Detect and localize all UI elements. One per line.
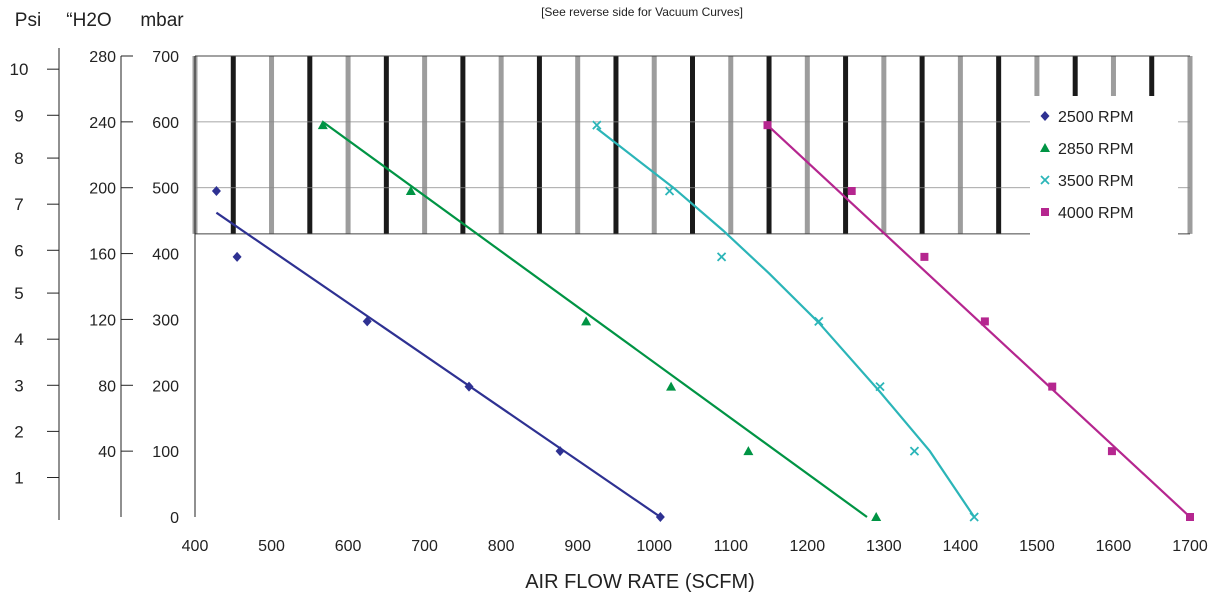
psi-tick-label: 5	[14, 284, 23, 303]
x-tick-label: 900	[564, 538, 591, 555]
mbar-tick-label: 100	[152, 444, 179, 461]
h2o-tick-label: 160	[89, 247, 116, 264]
x-tick-label: 1400	[943, 538, 979, 555]
psi-tick-label: 9	[14, 106, 23, 125]
data-point	[666, 381, 677, 391]
psi-tick-label: 1	[14, 468, 23, 487]
psi-axis-title: Psi	[15, 10, 41, 31]
x-tick-label: 1200	[790, 538, 826, 555]
h2o-tick-label: 40	[98, 444, 116, 461]
mbar-tick-label: 700	[152, 49, 179, 66]
legend: 2500 RPM 2850 RPM 3500 RPM 4000 RPM	[1030, 96, 1178, 242]
mbar-tick-label: 500	[152, 181, 179, 198]
x-tick-label: 1500	[1019, 538, 1055, 555]
data-point	[871, 512, 882, 521]
data-point	[317, 120, 328, 130]
data-point	[555, 446, 565, 457]
reverse-side-note: [See reverse side for Vacuum Curves]	[541, 5, 743, 19]
x-tick-label: 1600	[1096, 538, 1132, 555]
mbar-axis-title: mbar	[140, 10, 184, 31]
data-point	[232, 251, 242, 262]
legend-marker	[1041, 208, 1049, 216]
x-tick-label: 500	[258, 538, 285, 555]
trend-line	[766, 124, 1191, 518]
h2o-tick-label: 80	[98, 378, 116, 395]
data-point	[405, 186, 416, 196]
legend-marker	[1040, 111, 1050, 121]
x-tick-label: 1700	[1172, 538, 1208, 555]
mbar-tick-label: 600	[152, 115, 179, 132]
x-tick-label: 800	[488, 538, 515, 555]
x-stroke	[875, 381, 885, 392]
x-tick-label: 700	[411, 538, 438, 555]
axes: mbar0100200300400500600700“H2O4080120160…	[10, 10, 1208, 555]
mbar-tick-label: 0	[170, 510, 179, 527]
x-tick-label: 600	[335, 538, 362, 555]
data-point	[847, 187, 856, 196]
legend-label: 2850 RPM	[1058, 141, 1134, 158]
legend-label: 4000 RPM	[1058, 205, 1134, 222]
x-stroke	[909, 446, 920, 456]
data-point	[362, 316, 372, 327]
data-points	[211, 120, 1194, 522]
data-point	[655, 512, 665, 522]
data-point	[814, 316, 824, 327]
data-point	[909, 446, 920, 456]
data-point	[980, 317, 989, 326]
psi-tick-label: 8	[14, 149, 23, 168]
data-point	[211, 186, 221, 197]
trend-lines	[215, 121, 1191, 518]
h2o-tick-label: 120	[89, 312, 116, 329]
data-point	[464, 381, 474, 392]
h2o-tick-label: 280	[89, 49, 116, 66]
x-tick-label: 400	[182, 538, 209, 555]
data-point	[1107, 447, 1116, 456]
trend-line	[215, 211, 662, 518]
data-point	[920, 252, 929, 261]
legend-marker	[1040, 175, 1050, 185]
x-stroke	[664, 186, 675, 196]
trend-line	[322, 121, 868, 518]
psi-tick-label: 6	[14, 241, 23, 260]
x-stroke	[814, 316, 824, 327]
data-point	[716, 252, 727, 262]
x-stroke	[1040, 175, 1050, 185]
legend-label: 3500 RPM	[1058, 173, 1134, 190]
psi-tick-label: 2	[14, 422, 23, 441]
data-point	[1048, 382, 1057, 391]
x-tick-label: 1300	[866, 538, 902, 555]
data-point	[875, 381, 885, 392]
data-point	[743, 446, 754, 456]
data-point	[1186, 513, 1194, 521]
data-point	[592, 120, 602, 130]
x-stroke	[716, 252, 727, 262]
legend-marker	[1040, 143, 1050, 152]
legend-box	[1030, 96, 1178, 242]
data-point	[664, 186, 675, 196]
psi-tick-label: 7	[14, 195, 23, 214]
data-point	[763, 121, 772, 130]
mbar-tick-label: 200	[152, 378, 179, 395]
psi-tick-label: 4	[14, 330, 23, 349]
psi-tick-label: 3	[14, 376, 23, 395]
legend-label: 2500 RPM	[1058, 109, 1134, 126]
x-tick-label: 1000	[636, 538, 672, 555]
x-tick-label: 1100	[714, 538, 749, 555]
plot-frame	[195, 55, 1190, 235]
psi-tick-label: 10	[10, 60, 29, 79]
trend-line	[596, 127, 976, 518]
data-point	[969, 512, 979, 522]
mbar-tick-label: 400	[152, 247, 179, 264]
mbar-tick-label: 300	[152, 312, 179, 329]
x-axis-title: AIR FLOW RATE (SCFM)	[525, 571, 755, 593]
data-point	[581, 316, 592, 326]
x-stroke	[592, 120, 602, 130]
h2o-tick-label: 200	[89, 181, 116, 198]
x-stroke	[969, 512, 979, 522]
h2o-tick-label: 240	[89, 115, 116, 132]
h2o-axis-title: “H2O	[66, 10, 111, 31]
